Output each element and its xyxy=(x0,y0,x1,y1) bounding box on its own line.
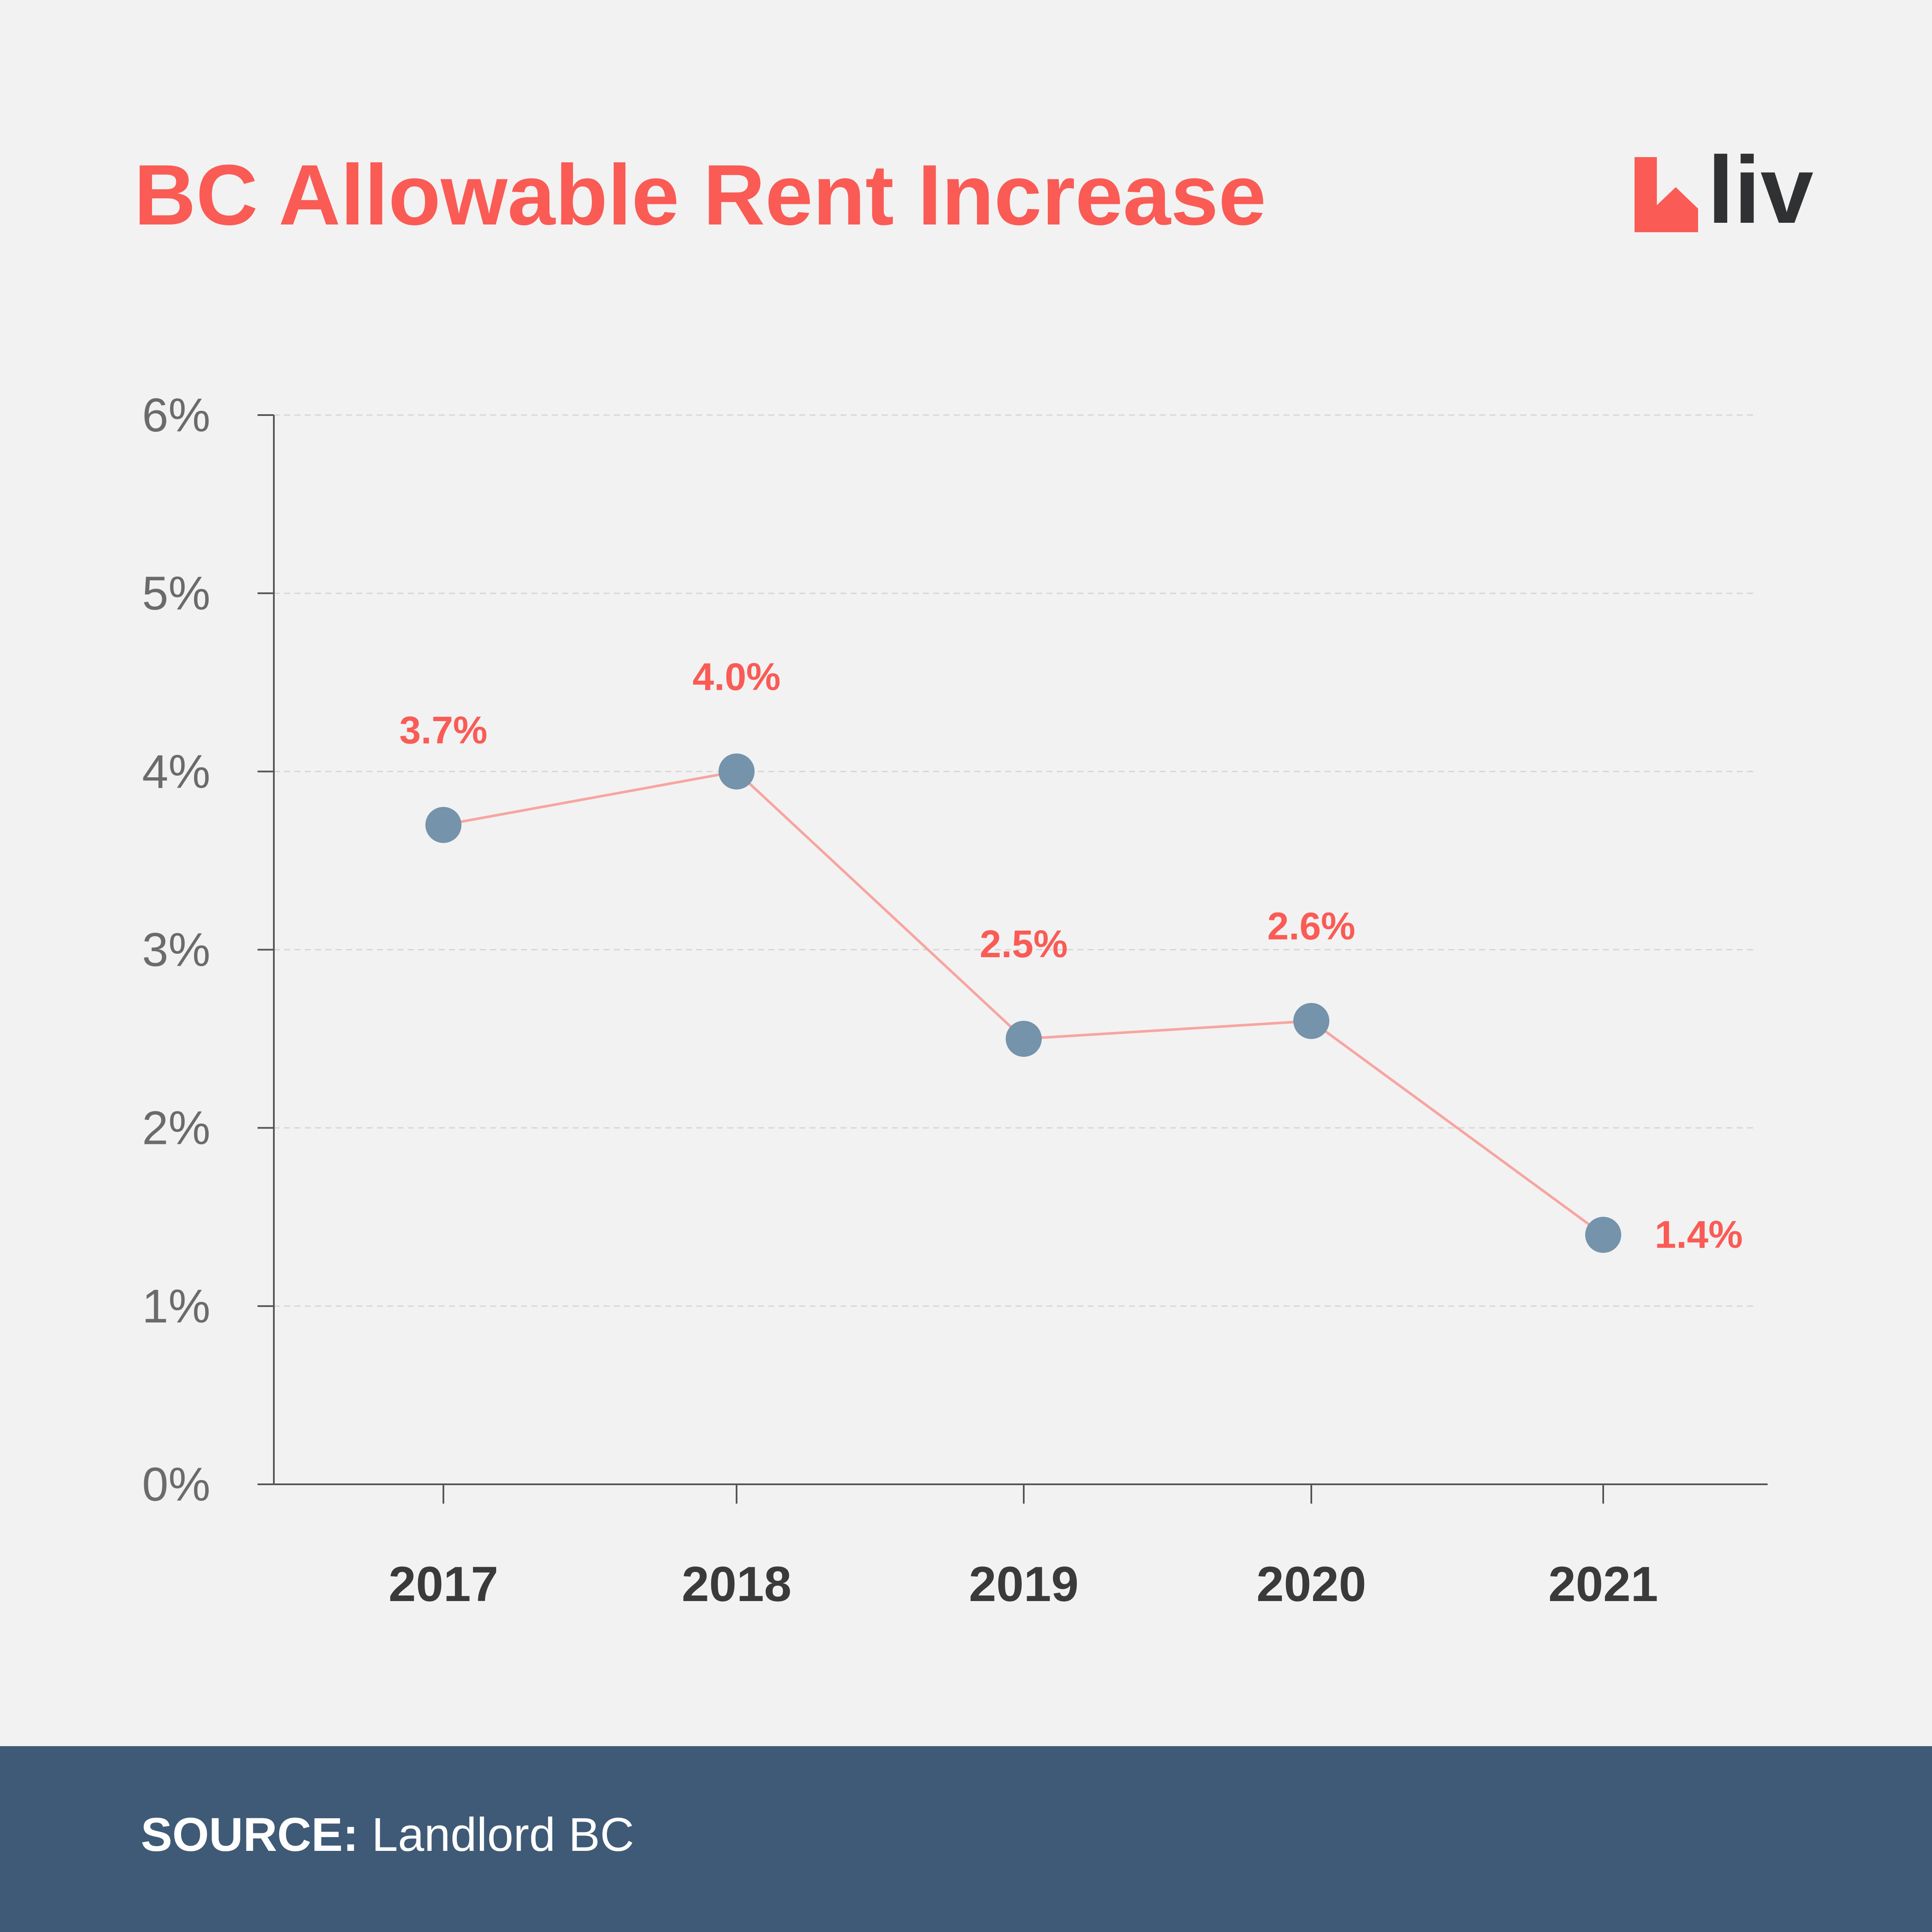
liv-logo-icon xyxy=(1635,157,1698,232)
x-tick-label: 2020 xyxy=(1256,1557,1366,1612)
data-label: 2.6% xyxy=(1267,905,1355,948)
source-value: Landlord BC xyxy=(371,1808,634,1861)
series-line-path xyxy=(443,770,1604,1236)
grid-lines xyxy=(274,414,1756,1307)
data-label: 1.4% xyxy=(1655,1213,1743,1256)
data-point xyxy=(719,753,755,790)
series-line xyxy=(443,770,1604,1236)
data-label: 3.7% xyxy=(399,709,487,752)
y-axis-ticks: 0% 1% 2% 3% 4% 5% 6% xyxy=(142,389,274,1511)
data-labels: 3.7% 4.0% 2.5% 2.6% 1.4% xyxy=(399,655,1743,1256)
data-label: 4.0% xyxy=(692,655,780,698)
x-tick-label: 2018 xyxy=(682,1557,792,1612)
y-tick-label: 3% xyxy=(142,924,210,977)
data-point xyxy=(1585,1216,1621,1253)
source-label: SOURCE: xyxy=(141,1808,359,1861)
data-point xyxy=(1293,1003,1329,1039)
source-note: SOURCE: Landlord BC xyxy=(141,1811,634,1859)
x-tick-label: 2019 xyxy=(969,1557,1079,1612)
data-point xyxy=(1006,1021,1042,1057)
y-tick-label: 2% xyxy=(142,1102,210,1155)
y-tick-label: 4% xyxy=(142,745,210,798)
page-title: BC Allowable Rent Increase xyxy=(134,147,1266,243)
y-tick-label: 1% xyxy=(142,1280,210,1333)
data-points xyxy=(425,753,1621,1253)
x-tick-label: 2021 xyxy=(1548,1557,1658,1612)
footer-bar xyxy=(0,1746,1932,1932)
y-tick-label: 6% xyxy=(142,389,210,442)
brand-logo: liv xyxy=(1635,143,1814,238)
x-tick-label: 2017 xyxy=(388,1557,498,1612)
data-point xyxy=(425,807,461,843)
x-axis-ticks: 2017 2018 2019 2020 2021 xyxy=(388,1484,1658,1612)
y-tick-label: 0% xyxy=(142,1458,210,1511)
y-tick-label: 5% xyxy=(142,567,210,620)
logo-text: liv xyxy=(1708,137,1814,243)
data-label: 2.5% xyxy=(980,923,1068,966)
